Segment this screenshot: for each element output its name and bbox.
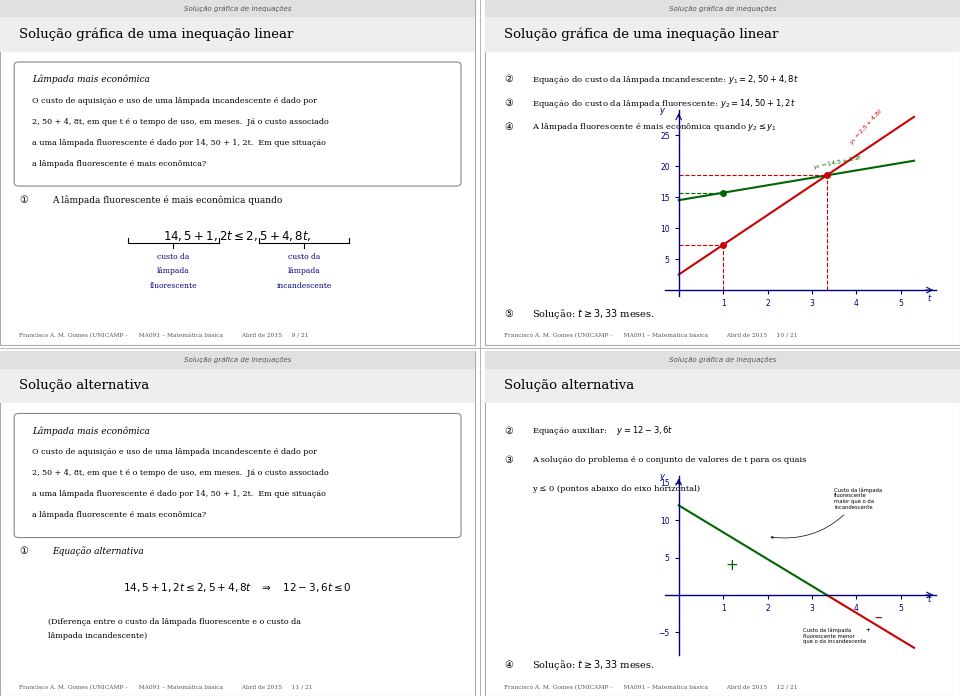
Text: lâmpada incandescente): lâmpada incandescente) bbox=[48, 632, 147, 640]
Text: (Diferença entre o custo da lâmpada fluorescente e o custo da: (Diferença entre o custo da lâmpada fluo… bbox=[48, 618, 300, 626]
Text: Solução gráfica de inequações: Solução gráfica de inequações bbox=[669, 357, 776, 363]
Text: a uma lâmpada fluorescente é dado por 14, 50 + 1, 2t.  Em que situação: a uma lâmpada fluorescente é dado por 14… bbox=[32, 139, 326, 147]
Text: fluorescente: fluorescente bbox=[150, 282, 197, 290]
Text: Lâmpada mais econômica: Lâmpada mais econômica bbox=[32, 426, 150, 436]
Text: ①: ① bbox=[19, 195, 28, 205]
Text: $14,5 + 1,2t \leq 2,5 + 4,8t,$: $14,5 + 1,2t \leq 2,5 + 4,8t,$ bbox=[163, 229, 312, 243]
Text: Solução gráfica de inequações: Solução gráfica de inequações bbox=[184, 357, 291, 363]
Text: Francisco A. M. Gomes (UNICAMP -      MA091 – Matemática básica          Abril d: Francisco A. M. Gomes (UNICAMP - MA091 –… bbox=[19, 333, 308, 338]
Text: ②: ② bbox=[504, 426, 513, 436]
Text: Equação do custo da lâmpada fluorescente: $y_2 = 14,50+1,2t$: Equação do custo da lâmpada fluorescente… bbox=[532, 97, 796, 110]
Text: Lâmpada mais econômica: Lâmpada mais econômica bbox=[32, 74, 150, 84]
Text: $y_2 = 14{,}5+1{,}2t$: $y_2 = 14{,}5+1{,}2t$ bbox=[812, 153, 863, 172]
Text: Solução: $t \geq 3, 33$ meses.: Solução: $t \geq 3, 33$ meses. bbox=[532, 658, 656, 672]
Text: A lâmpada fluorescente é mais econômica quando $y_2 \leq y_1$: A lâmpada fluorescente é mais econômica … bbox=[532, 122, 778, 134]
Text: A lâmpada fluorescente é mais econômica quando: A lâmpada fluorescente é mais econômica … bbox=[52, 195, 282, 205]
Text: custo da: custo da bbox=[157, 253, 190, 261]
Text: Solução alternativa: Solução alternativa bbox=[19, 379, 149, 393]
Text: ③: ③ bbox=[504, 455, 513, 465]
Text: Francisco A. M. Gomes (UNICAMP -      MA091 – Matemática básica          Abril d: Francisco A. M. Gomes (UNICAMP - MA091 –… bbox=[504, 333, 798, 338]
Text: a lâmpada fluorescente é mais econômica?: a lâmpada fluorescente é mais econômica? bbox=[32, 512, 206, 519]
Text: Francisco A. M. Gomes (UNICAMP -      MA091 – Matemática básica          Abril d: Francisco A. M. Gomes (UNICAMP - MA091 –… bbox=[19, 685, 313, 690]
Text: $t$: $t$ bbox=[927, 292, 933, 303]
Text: $y$: $y$ bbox=[659, 473, 666, 483]
Text: ④: ④ bbox=[504, 122, 513, 132]
Text: A solução do problema é o conjunto de valores de t para os quais: A solução do problema é o conjunto de va… bbox=[532, 456, 806, 464]
Text: $y$: $y$ bbox=[659, 106, 666, 118]
Text: a uma lâmpada fluorescente é dado por 14, 50 + 1, 2t.  Em que situação: a uma lâmpada fluorescente é dado por 14… bbox=[32, 490, 326, 498]
Text: ③: ③ bbox=[504, 98, 513, 109]
Text: Solução gráfica de inequações: Solução gráfica de inequações bbox=[669, 6, 776, 12]
Text: O custo de aquisição e uso de uma lâmpada incandescente é dado por: O custo de aquisição e uso de uma lâmpad… bbox=[32, 448, 317, 456]
Text: y ≤ 0 (pontos abaixo do eixo horizontal): y ≤ 0 (pontos abaixo do eixo horizontal) bbox=[532, 485, 701, 493]
Text: $y_1 = 2{,}5+4{,}8t$: $y_1 = 2{,}5+4{,}8t$ bbox=[848, 106, 885, 148]
Text: $t$: $t$ bbox=[927, 594, 933, 604]
Text: O custo de aquisição e uso de uma lâmpada incandescente é dado por: O custo de aquisição e uso de uma lâmpad… bbox=[32, 97, 317, 104]
Text: Solução gráfica de uma inequação linear: Solução gráfica de uma inequação linear bbox=[19, 28, 294, 41]
Text: Solução alternativa: Solução alternativa bbox=[504, 379, 634, 393]
Text: a lâmpada fluorescente é mais econômica?: a lâmpada fluorescente é mais econômica? bbox=[32, 160, 206, 168]
Text: $14,5 + 1,2t \leq 2,5 + 4,8t$   $\Rightarrow$   $12 - 3,6t \leq 0$: $14,5 + 1,2t \leq 2,5 + 4,8t$ $\Rightarr… bbox=[123, 581, 352, 594]
Text: Equação alternativa: Equação alternativa bbox=[52, 546, 144, 556]
Text: custo da: custo da bbox=[288, 253, 321, 261]
Text: incandescente: incandescente bbox=[276, 282, 332, 290]
Text: 2, 50 + 4, 8t, em que t é o tempo de uso, em meses.  Já o custo associado: 2, 50 + 4, 8t, em que t é o tempo de uso… bbox=[32, 118, 329, 126]
Text: ①: ① bbox=[19, 546, 28, 556]
Text: Francisco A. M. Gomes (UNICAMP -      MA091 – Matemática básica          Abril d: Francisco A. M. Gomes (UNICAMP - MA091 –… bbox=[504, 685, 798, 690]
Text: Custo da lâmpada
fluorescente menor
que o da incandescente: Custo da lâmpada fluorescente menor que … bbox=[803, 627, 869, 644]
Text: lâmpada: lâmpada bbox=[288, 267, 321, 275]
Text: Equação auxiliar:    $y = 12 - 3,6t$: Equação auxiliar: $y = 12 - 3,6t$ bbox=[532, 425, 674, 437]
Text: 2, 50 + 4, 8t, em que t é o tempo de uso, em meses.  Já o custo associado: 2, 50 + 4, 8t, em que t é o tempo de uso… bbox=[32, 469, 329, 477]
Text: +: + bbox=[726, 557, 738, 573]
Text: Solução gráfica de inequações: Solução gráfica de inequações bbox=[184, 6, 291, 12]
Text: Equação do custo da lâmpada incandescente: $y_1 = 2,50+4,8t$: Equação do custo da lâmpada incandescent… bbox=[532, 73, 799, 86]
Text: ④: ④ bbox=[504, 660, 513, 670]
Text: Custo da lâmpada
fluorescente
maior que o da
incandescente: Custo da lâmpada fluorescente maior que … bbox=[771, 487, 882, 539]
Text: Solução: $t \geq 3, 33$ meses.: Solução: $t \geq 3, 33$ meses. bbox=[532, 306, 656, 321]
Text: lâmpada: lâmpada bbox=[157, 267, 190, 275]
Text: –: – bbox=[875, 610, 882, 625]
Text: ②: ② bbox=[504, 74, 513, 84]
Text: Solução gráfica de uma inequação linear: Solução gráfica de uma inequação linear bbox=[504, 28, 779, 41]
Text: ⑤: ⑤ bbox=[504, 308, 513, 319]
